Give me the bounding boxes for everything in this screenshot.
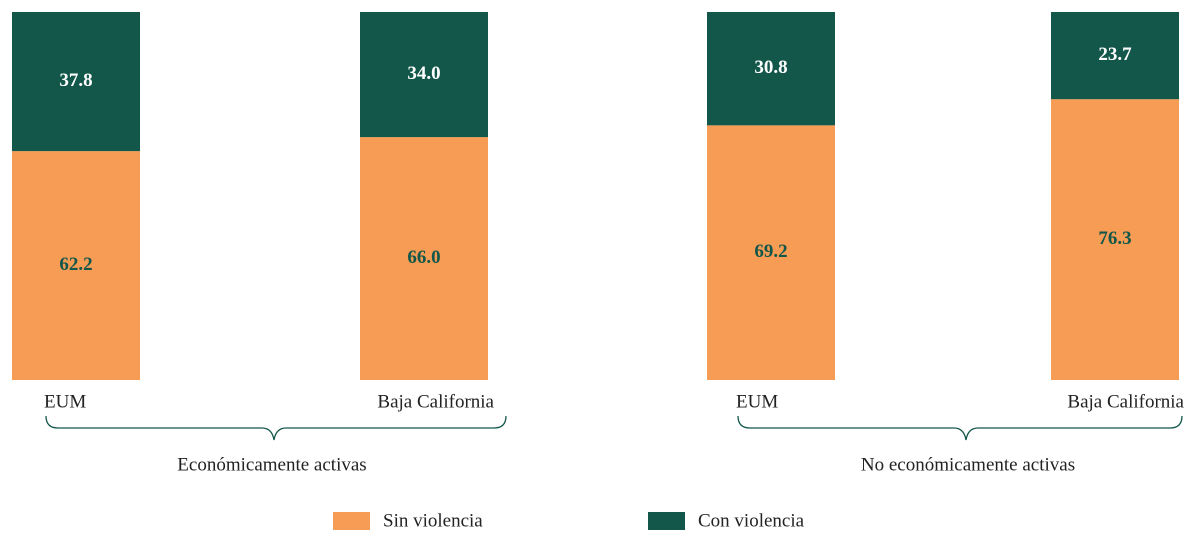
value-label: 69.2: [754, 241, 787, 262]
value-label: 34.0: [407, 63, 440, 84]
value-label: 37.8: [59, 70, 92, 91]
x-tick-label: Baja California: [377, 391, 494, 412]
bar-segment: [707, 125, 835, 381]
group-brace: [737, 415, 1183, 441]
group-brace: [45, 415, 507, 441]
value-label: 23.7: [1098, 44, 1132, 65]
x-tick-label: EUM: [44, 391, 86, 412]
bar-segment: [12, 151, 140, 380]
x-tick-label: EUM: [736, 391, 778, 412]
group-label: No económicamente activas: [861, 454, 1075, 475]
group-label: Económicamente activas: [177, 454, 366, 475]
legend-swatch: [333, 512, 370, 530]
bar-segment: [1051, 99, 1179, 380]
legend-label: Sin violencia: [383, 510, 483, 531]
value-label: 76.3: [1098, 228, 1131, 249]
x-tick-label: Baja California: [1067, 391, 1184, 412]
bar-segment: [12, 12, 140, 152]
bar-segment: [1051, 12, 1179, 100]
value-label: 30.8: [754, 57, 787, 78]
legend-swatch: [648, 512, 685, 530]
value-label: 66.0: [407, 247, 440, 268]
bar-segment: [707, 12, 835, 126]
bar-segment: [360, 137, 488, 380]
legend-label: Con violencia: [698, 510, 805, 531]
bar-segment: [360, 12, 488, 138]
value-label: 62.2: [59, 254, 92, 275]
